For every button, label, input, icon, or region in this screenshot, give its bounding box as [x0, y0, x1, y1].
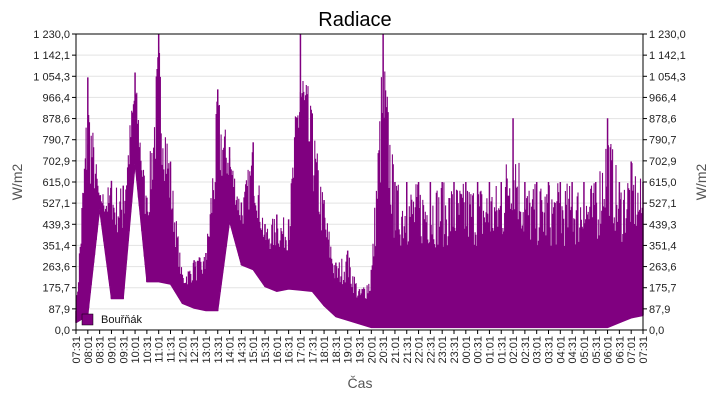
x-tick-label: 08:01: [83, 336, 95, 364]
y-tick-label-left: 878,6: [42, 114, 70, 126]
x-tick-label: 04:31: [567, 336, 579, 364]
y-tick-label-left: 966,4: [42, 92, 70, 104]
legend-label: Bouřňák: [101, 314, 142, 326]
x-tick-label: 17:01: [295, 336, 307, 364]
y-axis-label-right: W/m2: [693, 164, 709, 201]
y-tick-label-left: 175,7: [42, 283, 70, 295]
x-tick-label: 12:31: [189, 336, 201, 364]
y-tick-label-right: 527,1: [649, 198, 677, 210]
x-tick-label: 21:31: [402, 336, 414, 364]
y-tick-label-right: 1 142,1: [649, 50, 686, 62]
y-tick-label-right: 351,4: [649, 240, 677, 252]
x-tick-label: 03:01: [532, 336, 544, 364]
y-tick-label-right: 966,4: [649, 92, 677, 104]
x-tick-label: 00:31: [473, 336, 485, 364]
y-tick-label-right: 87,9: [649, 304, 670, 316]
x-tick-label: 20:01: [366, 336, 378, 364]
y-tick-label-left: 1 054,3: [33, 71, 70, 83]
x-tick-label: 23:01: [437, 336, 449, 364]
y-tick-label-left: 1 230,0: [33, 29, 70, 41]
x-tick-label: 21:01: [390, 336, 402, 364]
x-tick-label: 23:31: [449, 336, 461, 364]
x-tick-label: 11:01: [154, 336, 166, 363]
x-tick-label: 11:31: [166, 336, 178, 363]
left-y-axis: 0,0 87,9 175,7 263,6 351,4 439,3 527,1 615,0 702…: [33, 29, 76, 337]
y-tick-label-left: 702,9: [42, 156, 70, 168]
x-tick-label: 19:31: [355, 336, 367, 364]
series-spikes: [75, 46, 643, 328]
x-tick-label: 09:31: [118, 336, 130, 364]
y-tick-label-right: 1 230,0: [649, 29, 686, 41]
x-tick-label: 00:01: [461, 336, 473, 364]
x-tick-label: 16:31: [284, 336, 296, 364]
legend-swatch: [81, 313, 94, 326]
y-tick-label-right: 702,9: [649, 156, 677, 168]
x-tick-label: 07:01: [626, 336, 638, 364]
y-tick-label-left: 615,0: [42, 177, 70, 189]
y-tick-label-left: 1 142,1: [33, 50, 70, 62]
x-tick-label: 07:31: [71, 336, 83, 364]
x-axis: 07:31 08:01 08:31 09:01 09:31 10:01 10:31 11:01…: [71, 330, 650, 364]
x-tick-label: 14:31: [236, 336, 248, 364]
y-tick-label-right: 1 054,3: [649, 71, 686, 83]
right-y-axis: 0,0 87,9 175,7 263,6 351,4 439,3 527,1 615,0 702…: [643, 29, 686, 337]
y-tick-label-left: 790,7: [42, 135, 70, 147]
x-axis-label: Čas: [348, 375, 373, 391]
x-tick-label: 18:01: [319, 336, 331, 364]
x-tick-label: 22:31: [425, 336, 437, 364]
y-tick-label-left: 351,4: [42, 240, 70, 252]
y-tick-label-left: 87,9: [49, 304, 70, 316]
y-tick-label-right: 263,6: [649, 262, 677, 274]
y-tick-label-right: 615,0: [649, 177, 677, 189]
x-tick-label: 03:31: [544, 336, 556, 364]
x-tick-label: 14:01: [225, 336, 237, 364]
x-tick-label: 13:31: [213, 336, 225, 364]
x-tick-label: 02:01: [508, 336, 520, 364]
x-tick-label: 20:31: [378, 336, 390, 364]
y-tick-label-right: 439,3: [649, 219, 677, 231]
x-tick-label: 01:01: [484, 336, 496, 364]
chart-title: Radiace: [318, 9, 391, 31]
y-tick-label-right: 878,6: [649, 114, 677, 126]
x-tick-label: 17:31: [307, 336, 319, 364]
x-tick-label: 10:31: [142, 336, 154, 364]
y-axis-label-left: W/m2: [9, 164, 25, 201]
x-tick-label: 06:31: [614, 336, 626, 364]
x-tick-label: 18:31: [331, 336, 343, 364]
x-tick-label: 05:31: [591, 336, 603, 364]
x-tick-label: 04:01: [555, 336, 567, 364]
x-tick-label: 01:31: [496, 336, 508, 364]
y-tick-label-left: 439,3: [42, 219, 70, 231]
x-tick-label: 15:31: [260, 336, 272, 364]
x-tick-label: 13:01: [201, 336, 213, 364]
x-tick-label: 06:01: [603, 336, 615, 364]
series-lower-line: [75, 163, 644, 329]
x-tick-label: 12:01: [177, 336, 189, 364]
series-layer: [75, 34, 644, 329]
x-tick-label: 05:01: [579, 336, 591, 364]
y-tick-label-left: 527,1: [42, 198, 70, 210]
x-tick-label: 16:01: [272, 336, 284, 364]
y-tick-label-right: 0,0: [649, 325, 664, 337]
x-tick-label: 02:31: [520, 336, 532, 364]
x-tick-label: 09:01: [106, 336, 118, 364]
y-tick-label-right: 790,7: [649, 135, 677, 147]
y-tick-label-left: 0,0: [55, 325, 70, 337]
legend: Bouřňák: [81, 313, 142, 326]
x-tick-label: 10:01: [130, 336, 142, 364]
x-tick-label: 08:31: [95, 336, 107, 364]
x-tick-label: 07:31: [638, 336, 650, 364]
x-tick-label: 22:01: [414, 336, 426, 364]
x-tick-label: 19:01: [343, 336, 355, 364]
y-tick-label-right: 175,7: [649, 283, 677, 295]
x-tick-label: 15:01: [248, 336, 260, 364]
y-tick-label-left: 263,6: [42, 262, 70, 274]
